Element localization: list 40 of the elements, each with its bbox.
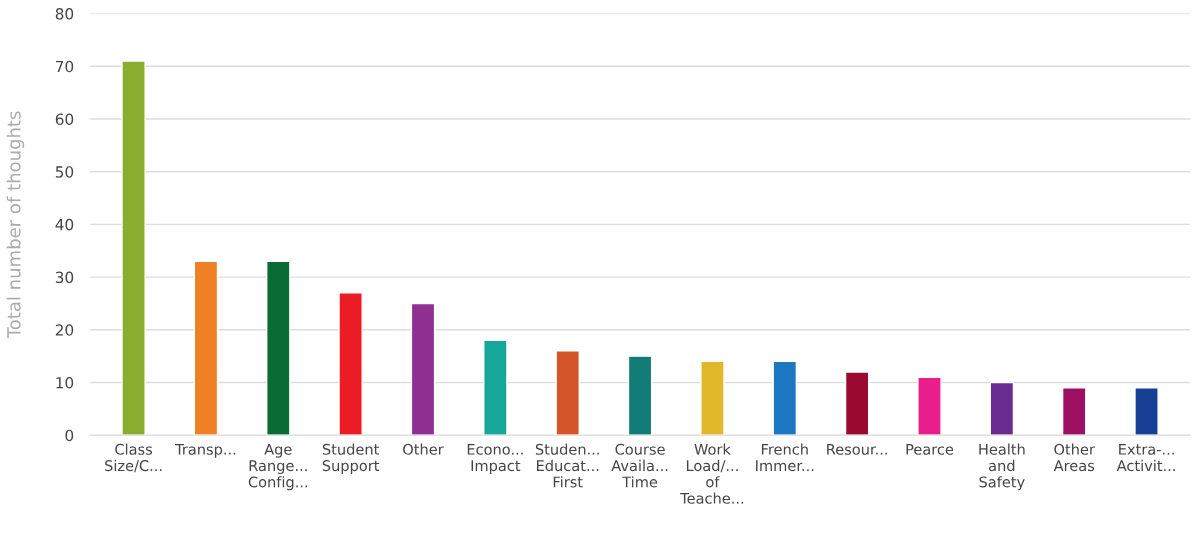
bar [410, 302, 436, 436]
x-tick-label: Studen... Educat... First [535, 443, 599, 488]
bar [121, 60, 146, 436]
y-tick-label: 20 [55, 324, 74, 336]
x-tick-label: Health and Safety [979, 443, 1025, 491]
x-tick-label: Resour... [827, 443, 887, 455]
bar [772, 360, 798, 436]
x-tick-label: Pearce [906, 443, 954, 455]
bar [193, 260, 219, 436]
bar [1061, 387, 1087, 436]
y-tick-label: 40 [55, 218, 74, 231]
y-tick-label: 10 [56, 376, 74, 389]
x-tick-label: Other Areas [1053, 443, 1095, 472]
x-tick-label: French Immer... [756, 443, 814, 472]
y-tick-label: 0 [65, 429, 74, 442]
x-tick-label: Other [403, 443, 444, 455]
x-tick-label: Student Support [322, 443, 380, 474]
bar [266, 260, 291, 436]
bar [917, 376, 942, 436]
x-tick-label: Extra-... Activit... [1116, 443, 1175, 472]
bar [555, 350, 580, 436]
bar [700, 360, 725, 436]
y-axis-title: Total number of thoughts [6, 111, 25, 339]
bar [1134, 387, 1159, 436]
bar [844, 371, 870, 436]
bar [989, 381, 1015, 436]
bar [338, 292, 363, 436]
x-tick-label: Econo... Impact [467, 443, 523, 474]
bar [627, 355, 653, 436]
y-tick-label: 60 [55, 113, 74, 126]
bar [483, 339, 508, 436]
y-tick-label: 50 [55, 166, 74, 178]
y-tick-label: 30 [55, 271, 74, 284]
x-tick-label: Age Range... Config... [248, 443, 308, 491]
x-tick-label: Class Size/C... [105, 443, 162, 473]
x-tick-label: Transp... [175, 443, 236, 458]
y-tick-label: 70 [55, 60, 74, 73]
y-tick-label: 80 [55, 8, 74, 20]
x-tick-label: Course Availa... Time [611, 443, 668, 488]
x-tick-label: Work Load/... of Teache... [680, 443, 744, 504]
